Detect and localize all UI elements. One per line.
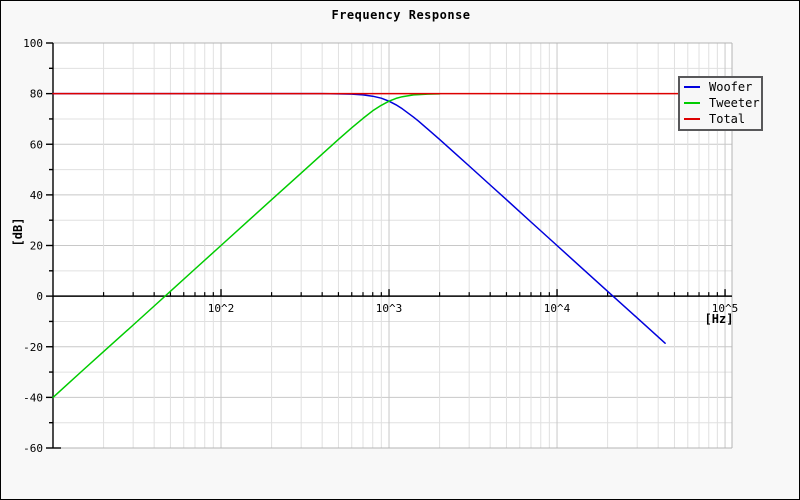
y-tick-label: -60: [23, 442, 43, 455]
y-tick-label: -20: [23, 341, 43, 354]
legend-label: Tweeter: [709, 96, 760, 110]
series-tweeter: [52, 93, 441, 399]
y-tick-label: -40: [23, 391, 43, 404]
x-tick-label: 10^5: [712, 302, 739, 315]
legend-label: Woofer: [709, 80, 753, 94]
x-axis-label: [Hz]: [704, 312, 734, 326]
legend-item-woofer: Woofer: [684, 79, 761, 95]
y-tick-label: 0: [36, 290, 43, 303]
y-axis-label: [dB]: [11, 217, 25, 247]
legend-item-tweeter: Tweeter: [684, 95, 761, 111]
y-tick-label: 20: [30, 240, 43, 253]
x-tick-label: 10^2: [208, 302, 235, 315]
x-tick-label: 10^4: [544, 302, 571, 315]
y-tick-label: 100: [23, 37, 43, 50]
legend: Woofer Tweeter Total: [678, 76, 763, 131]
legend-line-swatch: [684, 86, 700, 88]
chart-title: Frequency Response: [331, 8, 471, 22]
legend-line-swatch: [684, 118, 700, 120]
legend-line-swatch: [684, 102, 700, 104]
legend-label: Total: [709, 112, 746, 126]
y-tick-label: 80: [30, 88, 43, 101]
x-tick-label: 10^3: [376, 302, 403, 315]
y-tick-label: 40: [30, 189, 43, 202]
y-tick-label: 60: [30, 138, 43, 151]
legend-item-total: Total: [684, 111, 761, 127]
